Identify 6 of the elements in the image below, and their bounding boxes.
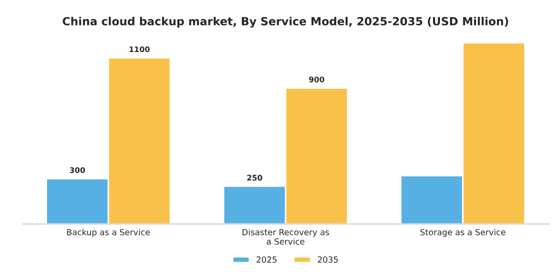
x-tick-label: Backup as a Service — [67, 228, 150, 237]
x-tick-label: Disaster Recovery as a Service — [242, 228, 330, 245]
x-tick-label: Storage as a Service — [420, 228, 506, 237]
legend-label: 2025 — [256, 256, 277, 263]
chart-title: China cloud backup market, By Service Model, 2025-2035 (USD Million) — [62, 16, 508, 28]
legend-label: 2035 — [318, 256, 338, 263]
